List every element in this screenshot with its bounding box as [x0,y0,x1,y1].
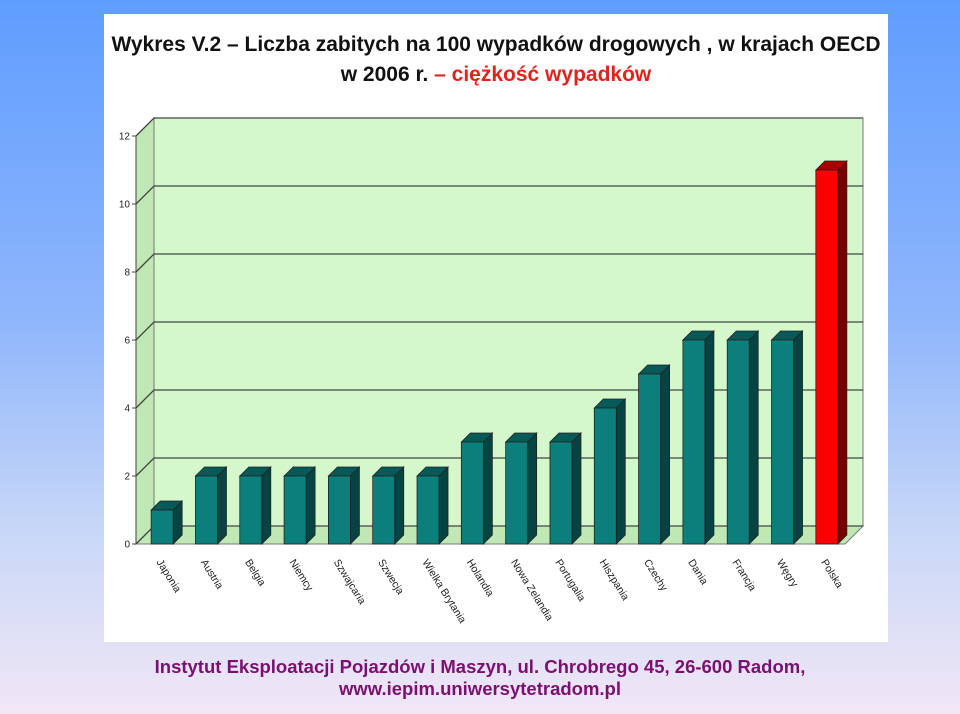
x-tick-label: Niemcy [287,557,316,594]
x-tick-label: Japonia [154,557,184,595]
bar-niemcy [283,475,307,545]
bar-side-hiszpania [615,398,626,545]
bar-holandia [460,441,484,545]
gridline [135,117,863,137]
x-tick-label: Austria [198,557,226,591]
y-tick-label: 0 [124,540,130,551]
chart-subtitle: – ciężkość wypadków [428,63,652,86]
gridline [135,389,863,409]
bar-belgia [239,475,263,545]
bar-hiszpania [593,407,617,545]
bar-francja [726,339,750,545]
footer: Instytut Eksploatacji Pojazdów i Maszyn,… [0,656,960,700]
x-tick-label: Szwajcaria [331,557,368,607]
y-tick-label: 4 [124,404,130,415]
bar-side-austria [217,466,227,545]
bar-węgry [771,339,794,545]
x-tick-label: Szwecja [375,557,406,597]
bar-side-portugalia [571,432,582,545]
bar-nowa-zelandia [505,441,529,545]
chart-title: Wykres V.2 – Liczba zabitych na 100 wypa… [104,30,888,90]
x-tick-label: Wielka Brytania [419,557,468,625]
title-year: w 2006 r. [340,63,429,86]
bar-side-nowa-zelandia [527,432,538,545]
gridline [135,321,863,341]
bar-side-holandia [482,432,493,545]
bar-austria [195,475,218,545]
y-tick-label: 2 [124,472,130,483]
chart-panel: Wykres V.2 – Liczba zabitych na 100 wypa… [104,14,888,642]
y-tick-label: 10 [119,200,131,211]
x-tick-label: Węgry [774,557,801,590]
footer-url: www.iepim.uniwersytetradom.pl [338,678,621,699]
x-tick-label: Dania [685,557,710,587]
x-tick-label: Nowa Zelandia [508,557,555,623]
x-tick-label: Belgia [242,557,268,588]
bar-side-szwecja [394,466,405,545]
bar-portugalia [549,441,573,545]
x-tick-label: Francja [730,557,759,593]
bar-szwecja [372,475,396,545]
y-tick-label: 12 [119,132,131,143]
gridline [135,253,863,273]
gridline [135,457,863,477]
bar-side-wielka-brytania [438,466,449,545]
bar-japonia [150,509,174,545]
bar-side-węgry [793,330,803,545]
title-line-2: w 2006 r. – ciężkość wypadków [104,60,888,90]
bar-side-dania [704,330,715,545]
x-tick-label: Czechy [641,557,670,594]
gridline [135,185,863,205]
bar-szwajcaria [328,475,351,545]
x-tick-label: Holandia [464,557,496,599]
bar-side-francja [748,330,759,545]
bar-chart: 0 2 4 6 8 10 12 Japonia Austria Belgia Niemcy Szwaj… [119,116,865,626]
bar-side-szwajcaria [350,466,360,545]
footer-address: Instytut Eksploatacji Pojazdów i Maszyn,… [154,656,806,677]
y-tick-label: 6 [124,336,130,347]
x-tick-label: Hiszpania [597,557,632,603]
title-line-1: Wykres V.2 – Liczba zabitych na 100 wypa… [111,33,881,56]
bar-side-czechy [660,364,670,545]
bar-wielka-brytania [416,475,440,545]
bar-dania [682,339,706,545]
bar-side-polska [837,160,848,545]
bar-czechy [638,373,661,545]
x-tick-label: Polska [818,557,845,590]
bar-side-niemcy [305,466,316,545]
y-tick-label: 8 [124,268,130,279]
x-tick-label: Portugalia [552,557,587,604]
bar-polska [815,169,839,545]
bar-side-belgia [261,466,272,545]
